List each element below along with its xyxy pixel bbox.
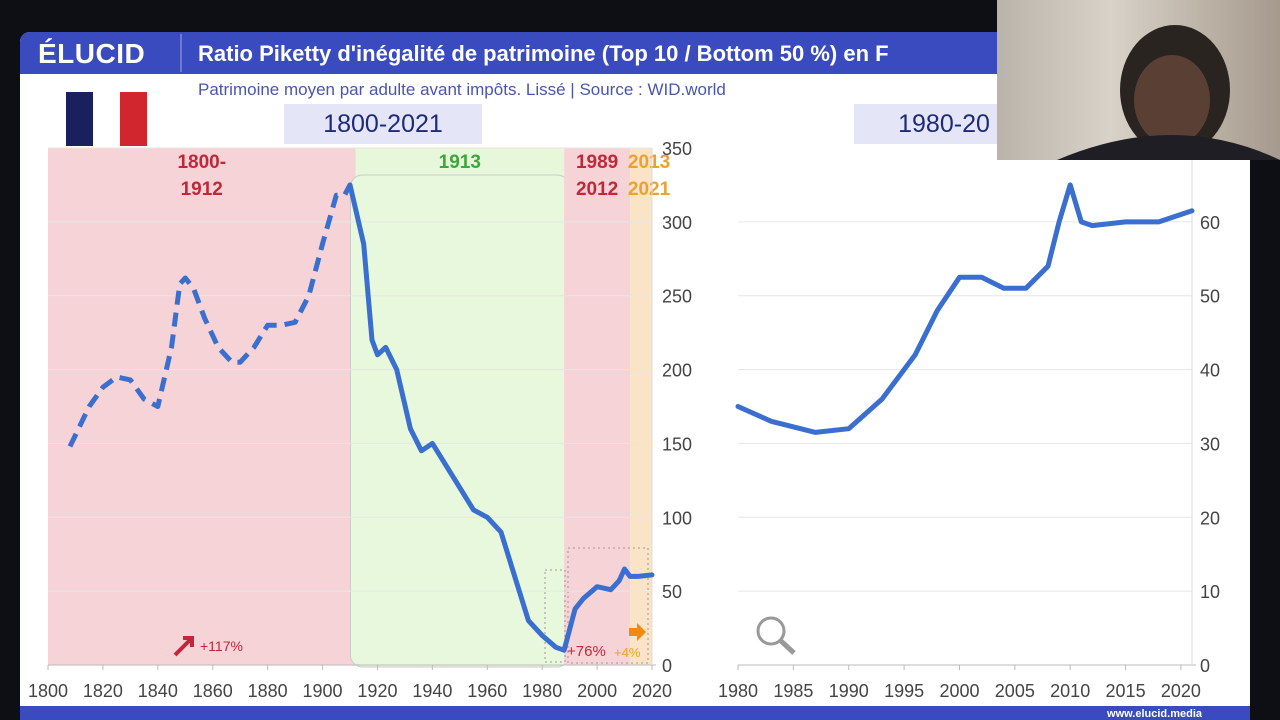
x-tick-label: 1980 [522,681,562,701]
change-label: +4% [614,645,641,660]
x-tick-label: 1900 [303,681,343,701]
region-label: 1800- [177,152,226,173]
x-tick-label: 1985 [773,681,813,701]
series-line-dashed [67,183,353,448]
x-tick-label: 1860 [193,681,233,701]
y-tick-label: 40 [1200,361,1220,381]
x-tick-label: 1995 [884,681,924,701]
y-tick-label: 350 [662,139,692,159]
x-tick-label: 1990 [829,681,869,701]
x-tick-label: 2005 [995,681,1035,701]
region-label: 2012 [576,179,618,200]
region-label: 1913 [439,152,481,173]
header-divider [180,34,182,72]
y-tick-label: 300 [662,213,692,233]
arrow-right-icon [629,623,646,641]
change-label: +76% [567,643,606,660]
series-line [735,182,1195,435]
x-tick-label: 1960 [467,681,507,701]
region-label: 2021 [628,179,671,200]
x-tick-label: 2020 [1161,681,1201,701]
highlight-box [349,174,570,668]
y-tick-label: 30 [1200,434,1220,454]
arrow-up-icon [173,636,194,657]
x-tick-label: 2000 [577,681,617,701]
y-tick-label: 0 [1200,656,1210,676]
x-tick-label: 2020 [632,681,672,701]
x-tick-label: 1980 [718,681,758,701]
region-label: 1989 [576,152,618,173]
chart-subtitle: Patrimoine moyen par adulte avant impôts… [198,80,726,99]
zoom-box [567,547,649,664]
y-tick-label: 250 [662,287,692,307]
x-tick-label: 1840 [138,681,178,701]
person-icon [1057,25,1280,160]
france-flag-icon [66,92,147,146]
y-tick-label: 100 [662,508,692,528]
x-tick-label: 1800 [28,681,68,701]
change-label: +117% [200,638,243,654]
region-label: 1912 [181,179,223,200]
elucid-logo: ÉLUCID [38,38,146,69]
y-tick-label: 0 [662,656,672,676]
period-label-left: 1800-2021 [284,104,482,144]
y-tick-label: 50 [1200,287,1220,307]
x-tick-label: 2015 [1106,681,1146,701]
magnifier-handle [779,639,796,655]
y-tick-label: 20 [1200,508,1220,528]
x-tick-label: 2000 [939,681,979,701]
plot-bg [738,148,1192,665]
magnifier-icon [756,616,786,646]
x-tick-label: 1880 [248,681,288,701]
zoom-box [544,569,566,663]
footer-url: www.elucid.media [1107,708,1202,720]
y-tick-label: 200 [662,361,692,381]
y-tick-label: 150 [662,434,692,454]
chart-title: Ratio Piketty d'inégalité de patrimoine … [198,41,889,66]
region-0 [48,148,356,665]
x-tick-label: 1920 [357,681,397,701]
y-tick-label: 10 [1200,582,1220,602]
y-tick-label: 50 [662,582,682,602]
webcam-overlay [997,0,1280,160]
x-tick-label: 1820 [83,681,123,701]
footer-bar: www.elucid.media [20,706,1250,720]
region-3 [630,148,652,665]
series-line [347,182,655,653]
y-tick-label: 60 [1200,213,1220,233]
x-tick-label: 2010 [1050,681,1090,701]
region-label: 2013 [628,152,670,173]
x-tick-label: 1940 [412,681,452,701]
